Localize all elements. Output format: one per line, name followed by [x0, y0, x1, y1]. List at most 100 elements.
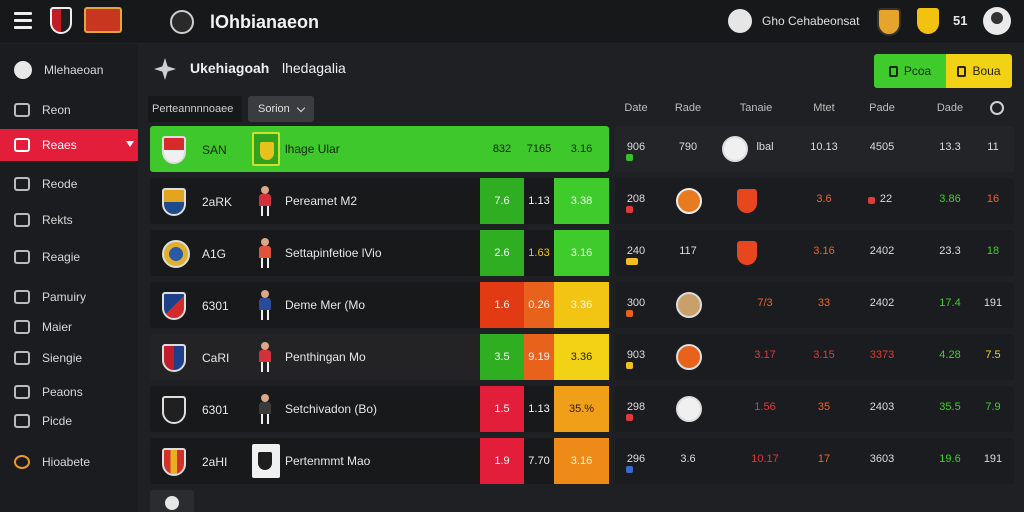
sidebar-item-label: Mlehaeoan [44, 63, 104, 77]
column-header[interactable]: Mtet [813, 102, 835, 114]
stat-value: 4.28 [939, 349, 961, 361]
star-logo-icon [154, 58, 176, 80]
odds-cell[interactable]: 2.6 [480, 230, 524, 276]
odds-cell[interactable]: 1.63 [524, 230, 554, 276]
sidebar-item-9[interactable]: Peaons [0, 376, 138, 408]
odds-cell[interactable]: 0.26 [524, 282, 554, 328]
odds-cell[interactable]: 3.5 [480, 334, 524, 380]
sidebar-item-3[interactable]: Reode [0, 168, 138, 200]
odds-cell[interactable]: 3.36 [554, 334, 609, 380]
lock-icon [957, 65, 967, 77]
player-name: Deme Mer (Mo [285, 298, 366, 312]
stat-value: 2402 [869, 245, 895, 257]
menu-icon[interactable] [14, 12, 32, 29]
sidebar-item-8[interactable]: Siengie [0, 342, 138, 374]
odds-cell[interactable]: 3.16 [554, 438, 609, 484]
avatar[interactable] [983, 7, 1011, 35]
stat-value: 3603 [869, 453, 895, 465]
sidebar-item-10[interactable]: Picde [0, 405, 138, 437]
sidebar-item-4[interactable]: Rekts [0, 204, 138, 236]
gear-icon[interactable] [990, 101, 1004, 115]
row-right-panel [615, 438, 1014, 484]
odds-cell[interactable]: 9.19 [524, 334, 554, 380]
table-row[interactable]: CaRI Penthingan Mo 3.5 9.19 3.36 903 3.1… [150, 334, 1014, 380]
status-dot [626, 258, 638, 265]
table-row[interactable]: SAN lhage Ular 832 7165 3.16 906 790 lba… [150, 126, 1014, 172]
yellow-action-button[interactable]: Boua [946, 54, 1012, 88]
user-name[interactable]: Gho Cehabeonsat [762, 14, 860, 28]
sidebar-item-7[interactable]: Maier [0, 311, 138, 343]
stat-value: 13.3 [939, 141, 961, 153]
sidebar-item-1[interactable]: Reon [0, 94, 138, 126]
stat-value: 296 [626, 453, 646, 465]
shield-badge-icon[interactable] [917, 8, 939, 34]
sidebar-item-11[interactable]: Hioabete [0, 446, 138, 478]
edit-icon [14, 177, 30, 191]
notification-count[interactable]: 51 [953, 13, 968, 28]
status-dot [626, 310, 633, 317]
sidebar-item-6[interactable]: Pamuiry [0, 281, 138, 313]
stat-value: 22 [879, 193, 893, 205]
clock-icon [14, 351, 30, 365]
team-badge-icon [676, 292, 702, 318]
odds-cell[interactable]: 832 [492, 143, 512, 155]
odds-cell[interactable]: 7.70 [524, 438, 554, 484]
more-rows-tab[interactable] [150, 490, 194, 512]
chart-icon [14, 290, 30, 304]
odds-cell[interactable]: 35.% [554, 386, 609, 432]
sidebar-item-label: Maier [42, 320, 73, 334]
stat-value: 16 [986, 193, 1000, 205]
odds-cell[interactable]: 3.38 [554, 178, 609, 224]
table-row[interactable]: 6301 Deme Mer (Mo 1.6 0.26 3.36 300 7/3 … [150, 282, 1014, 328]
player-figure-icon [258, 186, 272, 216]
green-action-button[interactable]: Pcoa [874, 54, 946, 88]
sidebar-item-label: Peaons [42, 385, 83, 399]
sidebar-item-label: Hioabete [42, 455, 91, 469]
team-crest-icon [162, 448, 186, 476]
stat-value: 7/3 [757, 297, 773, 309]
column-header[interactable]: Date [624, 102, 648, 114]
odds-cell[interactable]: 7.6 [480, 178, 524, 224]
sidebar-item-0[interactable]: Mlehaeoan [0, 54, 138, 86]
player-figure-icon [258, 342, 272, 372]
team-crest-icon [162, 188, 186, 216]
odds-cell[interactable]: 7165 [526, 143, 552, 155]
table-row[interactable]: 2aHI Pertenmmt Mao 1.9 7.70 3.16 296 3.6… [150, 438, 1014, 484]
table-row[interactable]: 2aRK Pereamet M2 7.6 1.13 3.38 208 3.6 2… [150, 178, 1014, 224]
chat-icon[interactable] [728, 9, 752, 33]
page-subtitle: lhedagalia [282, 60, 346, 76]
chevron-down-icon [126, 141, 134, 147]
table-row[interactable]: 6301 Setchivadon (Bo) 1.5 1.13 35.% 298 … [150, 386, 1014, 432]
column-header[interactable]: Dade [936, 102, 964, 114]
trophy-badge-icon[interactable] [877, 8, 901, 36]
odds-cell[interactable]: 1.9 [480, 438, 524, 484]
odds-cell[interactable]: 1.6 [480, 282, 524, 328]
team-crest-icon [162, 292, 186, 320]
team-crest-icon [162, 136, 186, 164]
sidebar-item-5[interactable]: Reagie [0, 241, 138, 273]
chevron-down-icon [296, 103, 306, 113]
stat-value: 3.6 [680, 453, 696, 465]
table-row[interactable]: A1G Settapinfetioe lVio 2.6 1.63 3.16 24… [150, 230, 1014, 276]
column-header[interactable]: Pade [869, 102, 895, 114]
odds-cell[interactable]: 3.16 [554, 230, 609, 276]
stat-value: 903 [626, 349, 646, 361]
team-code: A1G [202, 247, 227, 261]
sort-select-value: Sorion [258, 103, 290, 115]
player-thumbnail-icon [252, 132, 280, 166]
stat-value: 10.17 [751, 453, 779, 465]
column-header[interactable]: Rade [674, 102, 702, 114]
league-logo-icon[interactable] [84, 7, 122, 33]
team-badge-icon [676, 188, 702, 214]
sort-select[interactable]: Sorion [248, 96, 314, 122]
player-name: Setchivadon (Bo) [285, 402, 378, 416]
odds-cell[interactable]: 3.36 [554, 282, 609, 328]
sidebar-item-2[interactable]: Reaes [0, 129, 138, 161]
odds-cell[interactable]: 1.5 [480, 386, 524, 432]
odds-cell[interactable]: 1.13 [524, 386, 554, 432]
odds-cell[interactable]: 3.16 [570, 143, 593, 155]
column-header[interactable]: Tanaie [739, 102, 773, 114]
club-crest-icon[interactable] [50, 7, 72, 34]
odds-cell[interactable]: 1.13 [524, 178, 554, 224]
stat-value: 35 [817, 401, 831, 413]
